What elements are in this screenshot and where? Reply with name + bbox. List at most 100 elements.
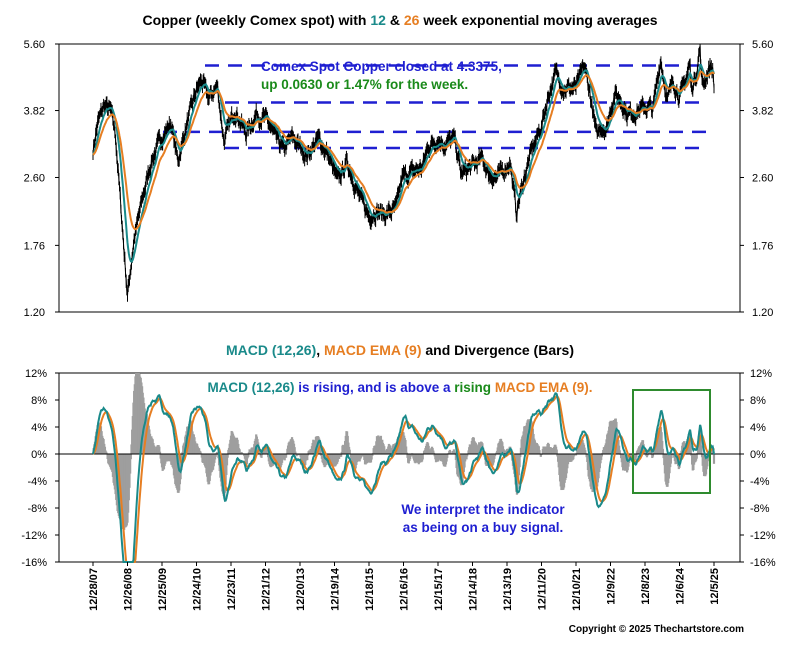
x-tick-label-11: 12/14/18 [468,568,480,611]
macd-line [92,392,715,563]
divergence-bar-699 [555,449,558,454]
macd-annotation: MACD (12,26) is rising, and is above a r… [207,380,592,395]
macd-tick-right-0: 12% [750,368,772,380]
macd-tick-left-4: -4% [27,476,47,488]
price-tick-right-1: 3.82 [752,106,773,118]
divergence-bar-513 [432,450,435,454]
divergence-bar-858 [661,440,664,454]
divergence-bar-725 [572,454,576,457]
price-tick-right-0: 5.60 [752,39,773,51]
divergence-bar-936 [712,454,716,464]
top-chart-title: Copper (weekly Comex spot) with 12 & 26 … [142,12,657,28]
x-tick-label-2: 12/25/09 [157,568,169,611]
divergence-bar-901 [689,445,692,454]
price-annotation-line2: up 0.0630 or 1.47% for the week. [261,77,468,92]
divergence-bar-766 [600,454,603,460]
divergence-bar-185 [214,454,217,457]
divergence-bar-545 [453,451,456,454]
divergence-bar-832 [643,449,647,454]
divergence-bar-872 [670,454,673,459]
top-title-part3: week exponential moving averages [419,12,657,28]
macd-tick-left-3: 0% [31,449,47,461]
x-tick-label-8: 12/18/15 [364,568,376,611]
divergence-bar-917 [700,445,703,454]
macd-tick-left-1: 8% [31,395,47,407]
divergence-bar-439 [383,446,386,454]
divergence-bar-514 [432,452,436,454]
x-tick-label-10: 12/15/17 [433,568,445,611]
macd-tick-right-2: 4% [750,422,766,434]
macd-tick-left-0: 12% [25,368,47,380]
divergence-bar-871 [669,454,672,464]
macd-annotation-part3: rising [454,380,491,395]
signal-annotation-line1: We interpret the indicator [401,502,565,517]
divergence-bar-224 [240,452,243,454]
divergence-bar-304 [293,447,296,454]
divergence-bar-835 [645,454,649,458]
divergence-bar-473 [405,452,408,454]
x-tick-label-9: 12/16/16 [399,568,411,611]
divergence-bar-534 [446,454,449,458]
divergence-bar-675 [539,454,542,457]
divergence-bar-343 [319,448,322,454]
price-line [92,45,715,296]
divergence-bar-101 [158,451,162,454]
divergence-bar-222 [239,451,242,454]
divergence-bar-420 [370,454,373,460]
top-title-ema12-number: 12 [370,12,386,28]
divergence-bar-873 [671,454,674,456]
divergence-bar-291 [284,454,288,458]
macd-panel-frame [58,372,741,563]
divergence-bar-56 [129,454,132,474]
divergence-bar-472 [405,446,408,454]
x-tick-label-14: 12/10/21 [571,568,583,611]
macd-tick-left-7: -16% [21,557,47,569]
divergence-bar-202 [225,454,229,466]
x-tick-label-16: 12/8/23 [640,568,652,605]
x-tick-label-17: 12/6/24 [675,567,687,605]
macd-tick-right-4: -4% [750,476,770,488]
macd-tick-right-3: 0% [750,449,766,461]
top-title-part1: Copper (weekly Comex spot) with [142,12,370,28]
price-y-axis: 5.60 5.60 3.82 3.82 2.60 2.60 1.76 1.76 1.20 1.20 [24,39,774,319]
divergence-bar-134 [180,454,184,461]
price-tick-right-3: 1.76 [752,240,773,252]
divergence-bar-643 [518,454,521,468]
bottom-title-ema: MACD EMA (9) [324,342,421,358]
divergence-bar-263 [266,452,269,454]
divergence-bar-841 [649,450,653,454]
x-tick-label-7: 12/19/14 [330,567,342,611]
x-tick-label-3: 12/24/10 [192,568,204,611]
divergence-bar-20 [105,451,108,454]
divergence-bar-323 [306,454,309,461]
macd-annotation-part2: is rising, and is above a [294,380,454,395]
divergence-bar-916 [699,434,702,454]
price-tick-right-2: 2.60 [752,172,773,184]
divergence-bar-421 [371,454,374,456]
x-tick-label-15: 12/9/22 [606,568,618,605]
price-panel-frame [58,43,741,313]
divergence-bar-100 [158,446,161,454]
divergence-bar-728 [574,454,578,456]
divergence-bar-262 [265,449,268,454]
divergence-bar-374 [340,454,343,457]
divergence-bar-162 [199,451,202,454]
divergence-bar-387 [348,449,351,454]
ema12-line [92,63,715,263]
bottom-chart-title: MACD (12,26), MACD EMA (9) and Divergenc… [226,342,574,358]
x-tick-label-13: 12/11/20 [537,568,549,610]
price-tick-right-4: 1.20 [752,307,773,319]
divergence-bar-606 [493,454,497,457]
divergence-bar-724 [572,454,575,460]
macd-ema-line [92,395,715,563]
divergence-bar-404 [359,454,363,458]
divergence-bar-539 [449,452,452,454]
divergence-bar-742 [584,450,587,454]
divergence-bar-546 [454,452,457,454]
divergence-bar-221 [238,449,241,454]
divergence-bar-910 [695,454,698,459]
macd-tick-right-1: 8% [750,395,766,407]
signal-annotation-line2: as being on a buy signal. [403,520,564,535]
divergence-bar-900 [689,434,692,454]
